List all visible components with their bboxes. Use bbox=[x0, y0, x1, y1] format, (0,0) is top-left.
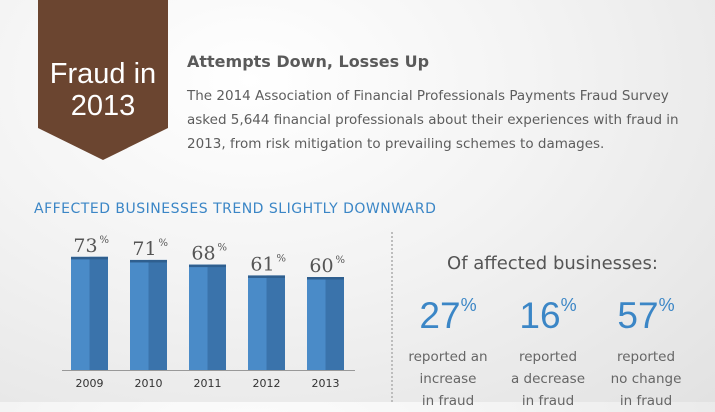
value-unit-2009: % bbox=[100, 235, 110, 246]
banner-title-line1: Fraud in bbox=[49, 58, 157, 90]
bar-shade-2009 bbox=[89, 256, 108, 370]
stat-no-change-number: 57 bbox=[617, 295, 659, 336]
stat-decrease-label-line3: in fraud bbox=[521, 393, 575, 409]
stat-decrease-value: 16% bbox=[500, 296, 596, 336]
tick-label-2009: 2009 bbox=[76, 377, 104, 390]
value-label-2011: 68 bbox=[191, 243, 215, 265]
stat-increase-label-line2: increase bbox=[419, 371, 477, 387]
banner-title: Fraud in 2013 bbox=[38, 58, 168, 122]
bar-shade-2011 bbox=[207, 264, 226, 370]
stat-no-change: 57% reported no change in fraud bbox=[598, 296, 694, 412]
banner-title-line2: 2013 bbox=[70, 90, 136, 122]
stat-increase-label-line3: in fraud bbox=[421, 393, 475, 409]
stat-increase-label-line1: reported an bbox=[408, 349, 488, 365]
stat-no-change-label: reported no change in fraud bbox=[598, 346, 694, 412]
bar-cap-2009 bbox=[71, 256, 108, 260]
value-label-2010: 71 bbox=[132, 238, 156, 260]
stat-decrease-label-line1: reported bbox=[518, 349, 578, 365]
banner-shape bbox=[38, 0, 168, 160]
bar-cap-2013 bbox=[307, 277, 344, 280]
stats-heading: Of affected businesses: bbox=[447, 253, 658, 274]
bar-chart: 73 % 2009 71 % 2010 68 % 2011 61 % 2012 60 % 2013 bbox=[62, 235, 355, 390]
value-label-2012: 61 bbox=[250, 253, 274, 275]
value-unit-2011: % bbox=[218, 243, 228, 254]
value-unit-2010: % bbox=[159, 238, 169, 249]
stat-decrease-label-line2: a decrease bbox=[510, 371, 586, 387]
chart-title: AFFECTED BUSINESSES TREND SLIGHTLY DOWNW… bbox=[34, 201, 437, 217]
stat-no-change-label-line2: no change bbox=[610, 371, 682, 387]
stat-increase-value: 27% bbox=[400, 296, 496, 336]
stat-no-change-unit: % bbox=[658, 295, 675, 315]
value-label-2009: 73 bbox=[73, 235, 97, 257]
tick-label-2012: 2012 bbox=[253, 377, 281, 390]
stat-decrease-unit: % bbox=[560, 295, 577, 315]
cropped-footer-text bbox=[68, 392, 368, 402]
stat-decrease: 16% reported a decrease in fraud bbox=[500, 296, 596, 412]
stat-increase: 27% reported an increase in fraud bbox=[400, 296, 496, 412]
stat-increase-label: reported an increase in fraud bbox=[400, 346, 496, 412]
tick-label-2010: 2010 bbox=[135, 377, 163, 390]
stat-decrease-number: 16 bbox=[519, 295, 561, 336]
stat-no-change-value: 57% bbox=[598, 296, 694, 336]
stat-no-change-label-line1: reported bbox=[616, 349, 676, 365]
value-unit-2013: % bbox=[336, 255, 346, 266]
intro-heading: Attempts Down, Losses Up bbox=[187, 52, 430, 71]
value-unit-2012: % bbox=[277, 253, 287, 264]
stat-no-change-label-line3: in fraud bbox=[619, 393, 673, 409]
value-label-2013: 60 bbox=[309, 255, 333, 277]
stat-decrease-label: reported a decrease in fraud bbox=[500, 346, 596, 412]
bar-shade-2012 bbox=[266, 275, 285, 370]
section-divider bbox=[391, 232, 393, 402]
tick-label-2011: 2011 bbox=[194, 377, 222, 390]
stat-increase-unit: % bbox=[460, 295, 477, 315]
bar-shade-2010 bbox=[148, 259, 167, 370]
tick-label-2013: 2013 bbox=[312, 377, 340, 390]
bar-shade-2013 bbox=[325, 277, 344, 370]
title-banner: Fraud in 2013 bbox=[38, 0, 168, 160]
intro-paragraph: The 2014 Association of Financial Profes… bbox=[187, 88, 679, 152]
stat-increase-number: 27 bbox=[419, 295, 461, 336]
bar-cap-2011 bbox=[189, 264, 226, 268]
bar-cap-2010 bbox=[130, 259, 167, 263]
bar-cap-2012 bbox=[248, 275, 285, 278]
